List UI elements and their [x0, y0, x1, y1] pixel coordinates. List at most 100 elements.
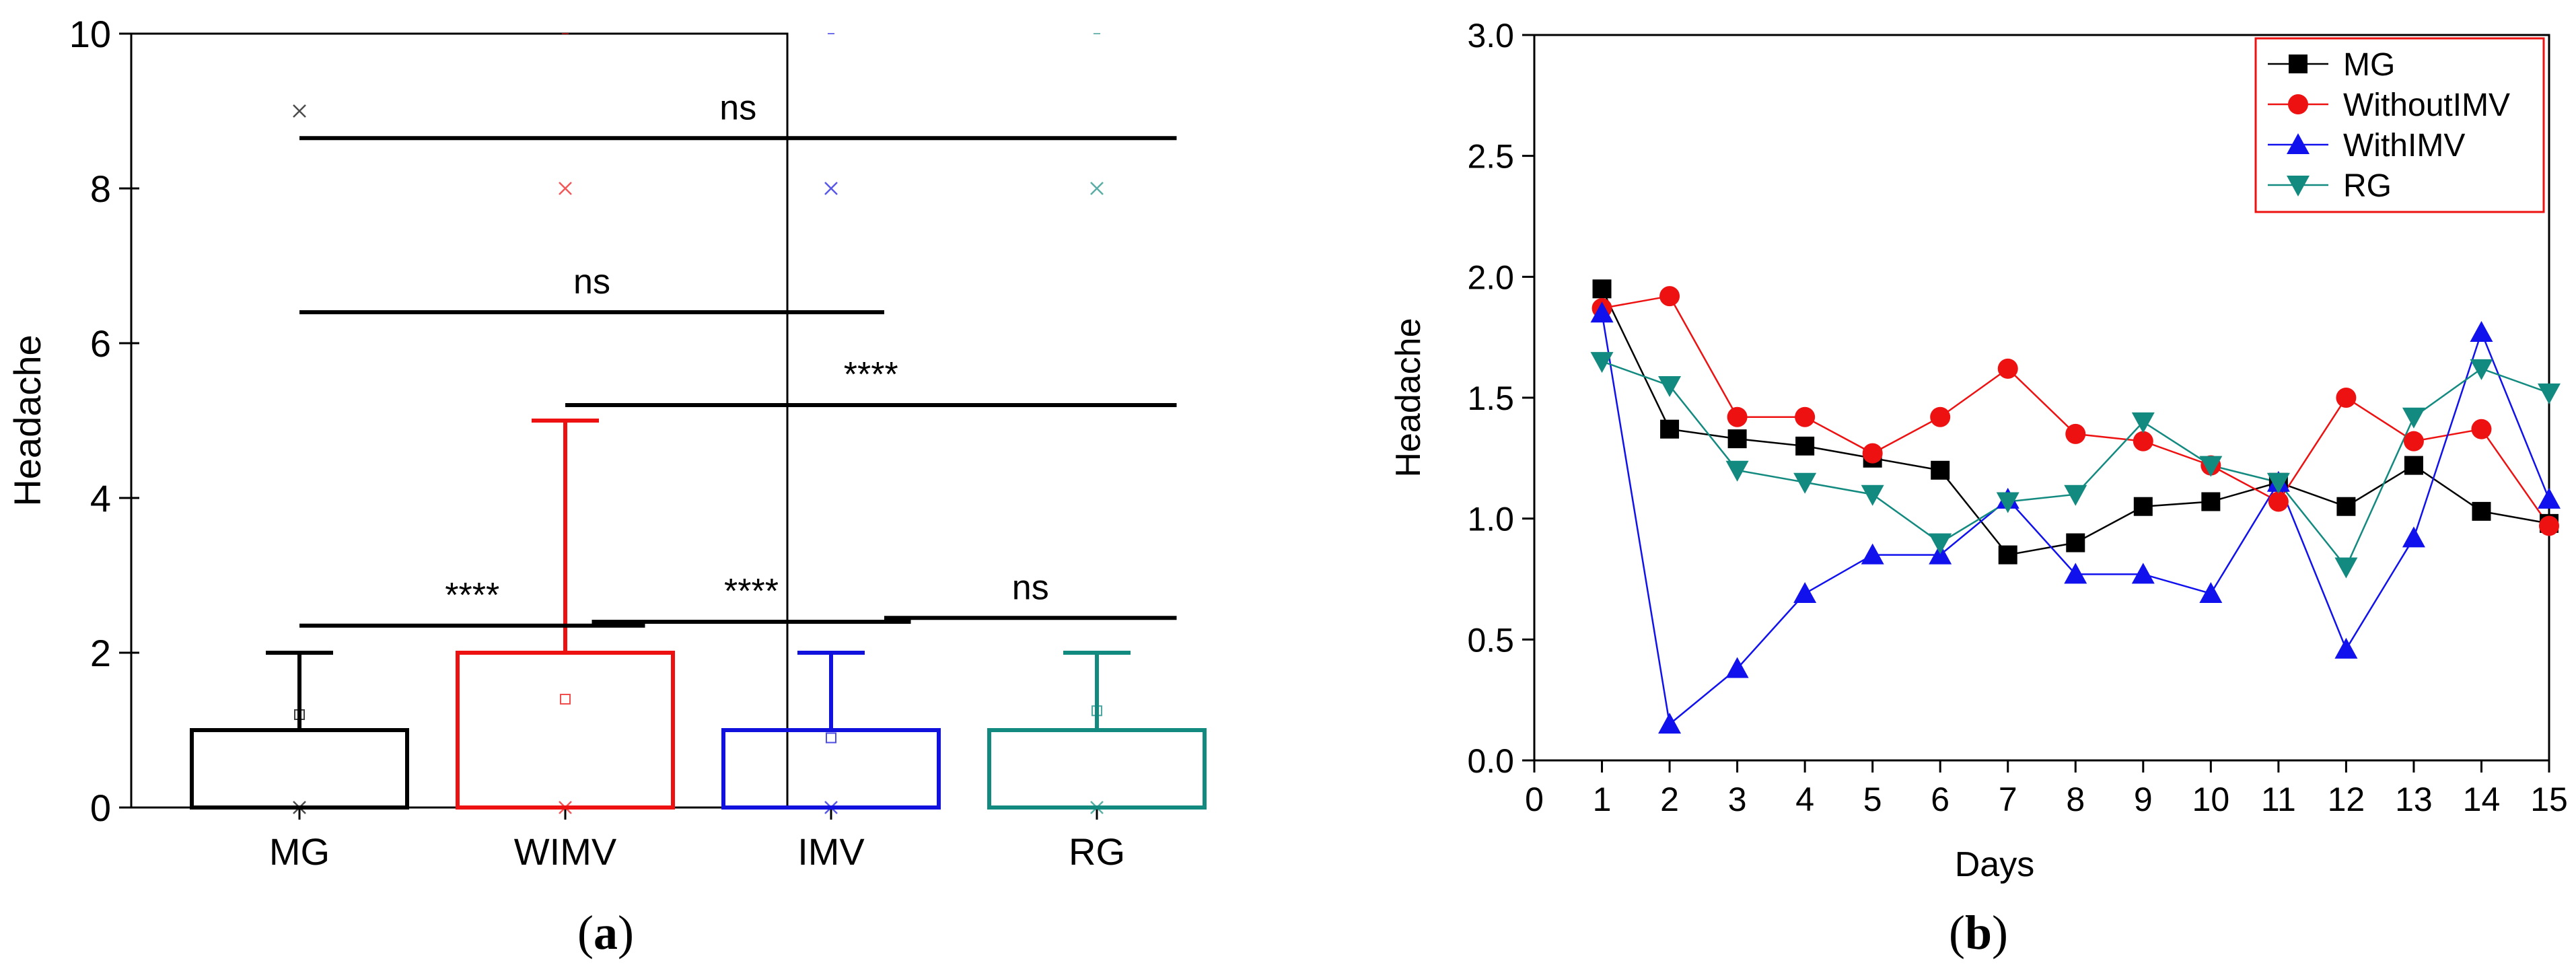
data-point-mg [1727, 429, 1747, 449]
data-point-rg [2131, 412, 2155, 433]
data-point-withoutimv [1862, 443, 1883, 464]
panel-letter-a: a [594, 906, 618, 960]
data-point-mg [1931, 460, 1950, 480]
data-point-mg [2133, 497, 2153, 516]
data-point-mg [1660, 419, 1680, 439]
data-point-withoutimv [2403, 431, 2424, 452]
significance-label: **** [844, 355, 898, 394]
data-point-mg [1998, 545, 2017, 565]
legend-label-rg: RG [2343, 168, 2392, 204]
y-tick-label-b: 2.5 [1467, 138, 1514, 176]
legend-label-withimv: WithIMV [2343, 128, 2465, 164]
data-point-rg [2402, 407, 2425, 429]
x-tick-label-b: 6 [1931, 781, 1949, 818]
x-tick-label-b: 5 [1863, 781, 1882, 818]
x-tick-label-b: 12 [2328, 781, 2365, 818]
legend-label-withoutimv: WithoutIMV [2343, 87, 2510, 123]
significance-label: **** [445, 576, 499, 615]
x-tick-label-b: 2 [1660, 781, 1679, 818]
y-tick-label-b: 2.0 [1467, 258, 1514, 296]
x-tick-label-b: 4 [1795, 781, 1814, 818]
legend-marker-withoutimv [2288, 94, 2308, 114]
panel-a-boxplot: 0 2 4 6 8 10 Headache MG WIMV IMV RG **** **** ns ****… [6, 13, 1207, 960]
x-tick-label-b: 7 [1999, 781, 2017, 818]
x-tick-label-b: 14 [2463, 781, 2501, 818]
data-point-withimv [1793, 582, 1817, 604]
data-point-withimv [2402, 526, 2425, 548]
x-tick-label-b: 15 [2530, 781, 2568, 818]
data-point-withimv [2334, 637, 2358, 659]
data-point-withoutimv [1930, 406, 1951, 427]
outlier-marker-imv [824, 182, 838, 195]
y-tick-label-a: 10 [69, 13, 111, 55]
x-tick-label-b: 8 [2066, 781, 2085, 818]
data-point-withoutimv [2268, 491, 2289, 512]
significance-label: **** [724, 572, 779, 611]
x-tick-label-b: 10 [2192, 781, 2230, 818]
x-tick-label-b: 11 [2261, 781, 2296, 818]
data-point-withimv [1658, 713, 1682, 734]
x-tick-label-b: 13 [2395, 781, 2433, 818]
x-tick-label-mg: MG [269, 830, 330, 873]
min-marker-wimv [559, 801, 572, 814]
y-tick-label-b: 0.0 [1467, 742, 1514, 780]
data-point-mg [2066, 533, 2085, 552]
data-point-mg [2472, 501, 2491, 521]
data-point-withoutimv [2471, 419, 2492, 439]
data-point-withimv [2470, 320, 2493, 342]
y-axis-label-a: Headache [6, 334, 48, 506]
data-point-rg [1861, 485, 1884, 506]
data-point-withimv [2199, 582, 2223, 604]
data-point-mg [2404, 456, 2423, 475]
legend-label-mg: MG [2343, 47, 2395, 83]
min-marker-rg [1090, 801, 1104, 814]
y-tick-label-b: 0.5 [1467, 621, 1514, 659]
data-point-mg [2336, 497, 2356, 516]
data-point-mg [1795, 436, 1815, 456]
data-point-mg [2201, 492, 2221, 511]
data-point-rg [1929, 533, 1952, 554]
min-marker-mg [293, 801, 306, 814]
min-marker-imv [824, 801, 838, 814]
legend-marker-withimv [2287, 133, 2310, 154]
y-axis-label-b: Headache [1389, 318, 1428, 477]
x-axis-label-b: Days [1955, 845, 2034, 884]
y-tick-label-b: 3.0 [1467, 17, 1514, 55]
data-point-rg [2334, 557, 2358, 579]
data-point-withimv [1590, 301, 1614, 323]
data-point-withimv [1725, 657, 1749, 678]
outlier-marker-mg [293, 104, 306, 118]
mean-marker-mg [294, 709, 305, 720]
data-point-withimv [2538, 487, 2561, 509]
x-tick-label-b: 0 [1525, 781, 1544, 818]
data-point-rg [1793, 472, 1817, 494]
panel-letter-b: b [1965, 906, 1992, 960]
outlier-marker-wimv [559, 182, 572, 195]
data-point-withoutimv [1659, 286, 1680, 307]
y-tick-label-b: 1.0 [1467, 501, 1514, 538]
panel-label-b: (b) [1949, 906, 2008, 960]
data-point-mg [1592, 279, 1612, 299]
x-tick-label-rg: RG [1069, 830, 1125, 873]
mean-marker-imv [826, 732, 836, 744]
data-point-withoutimv [2336, 388, 2357, 408]
y-tick-label-a: 4 [90, 477, 111, 519]
x-tick-label-b: 1 [1593, 781, 1612, 818]
data-point-rg [2470, 359, 2493, 380]
significance-label: ns [1012, 568, 1049, 607]
panel-label-a: (a) [577, 906, 634, 960]
data-point-rg [2199, 456, 2223, 477]
data-point-rg [2538, 383, 2561, 404]
data-point-withoutimv [1727, 406, 1748, 427]
data-point-withoutimv [1795, 406, 1816, 427]
data-point-rg [1590, 352, 1614, 373]
legend-marker-rg [2287, 176, 2310, 196]
data-point-rg [2266, 472, 2290, 494]
x-tick-label-wimv: WIMV [514, 830, 617, 873]
data-point-rg [1658, 376, 1682, 398]
data-point-rg [1725, 460, 1749, 482]
y-tick-label-a: 2 [90, 632, 111, 674]
x-tick-label-b: 3 [1728, 781, 1747, 818]
